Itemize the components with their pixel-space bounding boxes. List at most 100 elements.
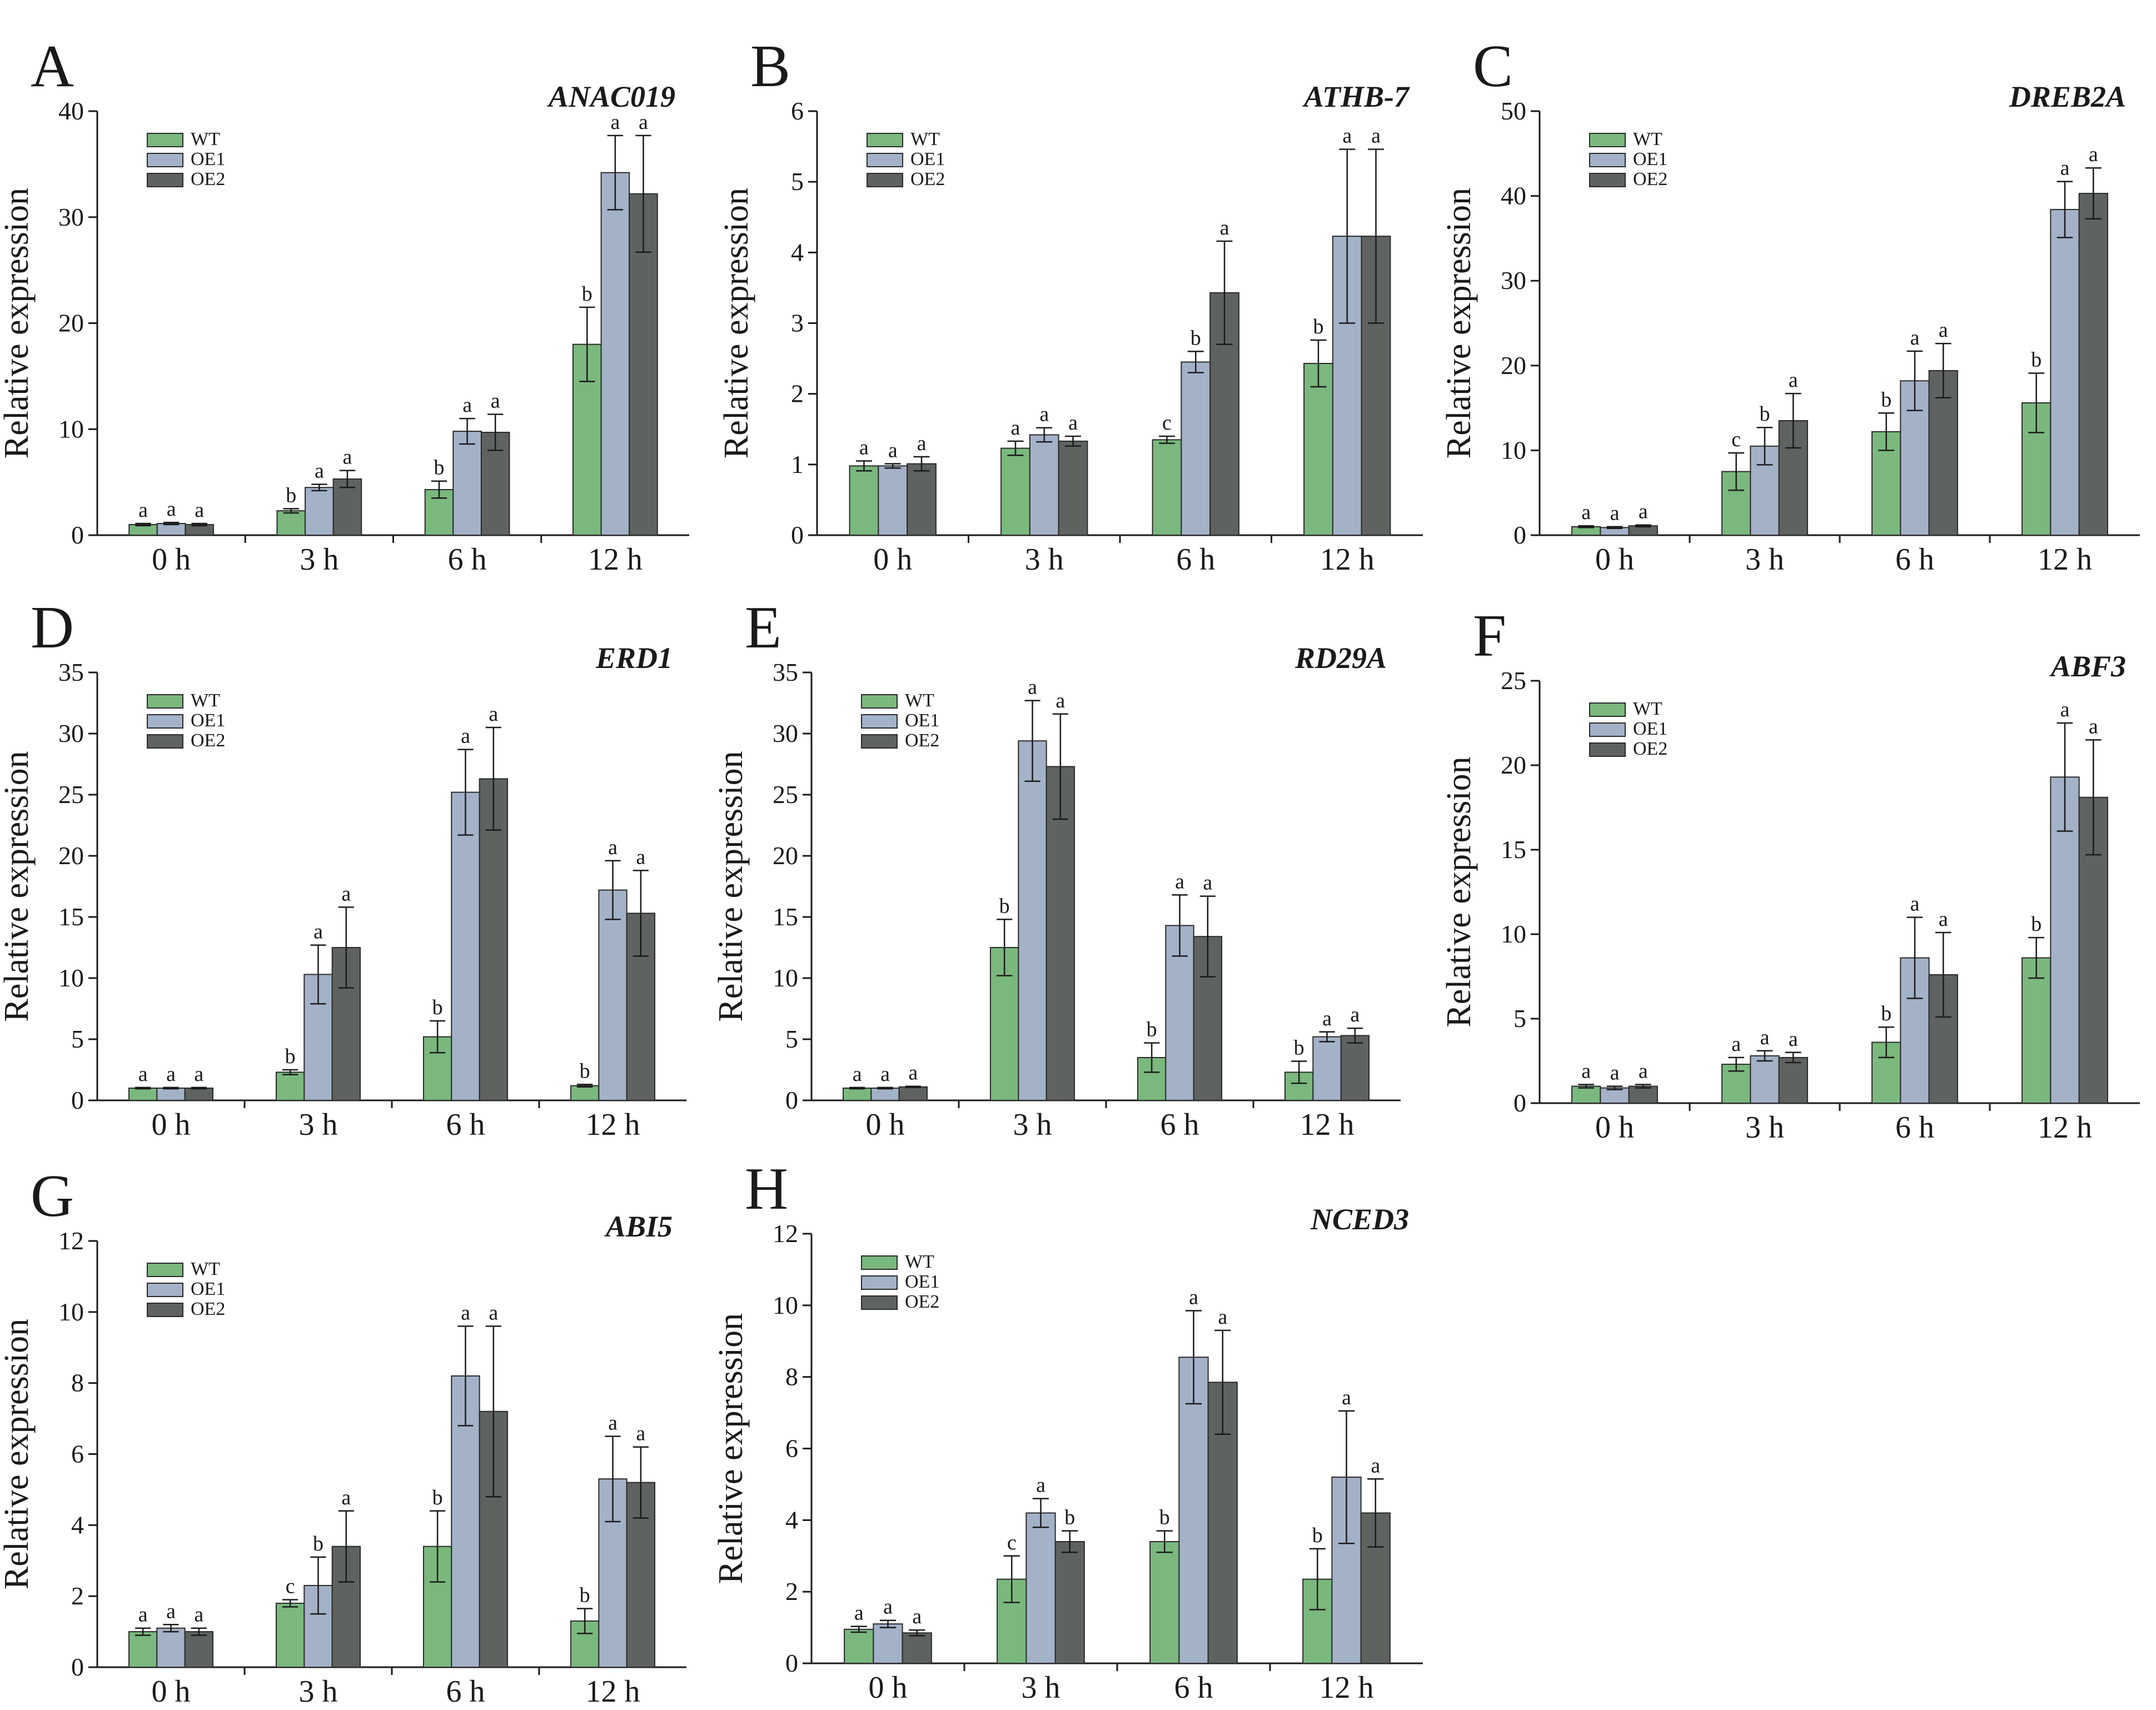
significance-label: a [1939,908,1948,931]
significance-label: b [1064,1506,1075,1529]
significance-label: a [854,1602,864,1625]
significance-label: b [434,456,445,480]
panel-letter: A [31,33,74,99]
legend-label-oe1: OE1 [191,149,225,169]
significance-label: a [2060,157,2070,180]
legend-swatch-oe2 [1589,742,1626,757]
bar-oe1 [305,487,334,536]
legend-swatch-wt [147,694,183,709]
y-tick-label: 25 [1501,666,1526,695]
x-tick-label: 0 h [1595,542,1634,577]
legend-label-oe1: OE1 [905,710,939,731]
significance-label: a [194,1063,203,1086]
significance-label: b [1881,388,1891,411]
y-tick-label: 0 [1513,521,1526,549]
y-tick-label: 40 [1501,182,1526,210]
significance-label: b [2031,348,2042,372]
legend-label-wt: WT [905,1252,934,1272]
legend-swatch-wt [1589,133,1626,147]
significance-label: a [2089,715,2098,738]
significance-label: a [491,390,500,413]
legend-swatch-oe1 [1589,153,1626,167]
legend-label-oe2: OE2 [191,169,225,190]
panel-e: E RD29A Relative expression 0 5 10 15 20 25 30 35 0… [712,595,1401,1142]
legend-swatch-wt [861,694,898,709]
bar-oe1 [1025,1512,1056,1664]
y-tick-label: 30 [1501,266,1526,295]
significance-label: a [489,1301,498,1324]
bar-oe2 [898,1086,928,1101]
gene-title: ATHB-7 [1302,80,1410,113]
significance-label: a [1189,1285,1198,1309]
x-tick-label: 12 h [586,1674,640,1709]
y-tick-label: 6 [791,97,804,125]
significance-label: b [582,282,592,306]
bar-wt [128,1631,158,1668]
legend-swatch-oe1 [147,714,183,729]
y-tick-label: 3 [791,309,804,337]
y-tick-label: 2 [71,1582,84,1610]
significance-label: a [639,111,648,134]
y-tick-label: 10 [773,1291,798,1319]
significance-label: a [1055,689,1065,712]
significance-label: b [1881,1002,1891,1025]
y-tick-label: 0 [71,1653,84,1681]
y-tick-label: 5 [1513,1004,1526,1033]
bar-wt [1303,362,1333,536]
significance-label: a [1910,893,1920,916]
bar-oe2 [184,1631,214,1668]
significance-label: a [908,1061,918,1085]
y-tick-label: 6 [71,1440,84,1468]
bar-oe1 [1312,1036,1342,1101]
significance-label: a [1371,124,1381,148]
significance-label: a [1371,1454,1380,1477]
legend-label-oe2: OE2 [905,1292,939,1312]
bar-oe1 [452,431,482,536]
bar-wt [842,1088,872,1101]
y-tick-label: 2 [791,380,804,408]
gene-title: ERD1 [595,641,673,675]
significance-label: a [1350,1003,1360,1026]
significance-label: b [1294,1036,1304,1060]
x-tick-label: 12 h [1320,542,1375,577]
significance-label: b [285,1045,296,1068]
bar-oe2 [1058,440,1088,536]
panel-letter: H [745,1156,788,1222]
bar-oe1 [600,172,630,536]
panel-letter: G [31,1163,74,1229]
legend-swatch-oe1 [861,1275,898,1290]
bar-oe1 [598,889,628,1101]
significance-label: a [1220,216,1229,240]
x-tick-label: 12 h [586,1108,640,1142]
bar-oe1 [156,1627,186,1668]
y-tick-label: 10 [1501,920,1526,948]
significance-label: a [1036,1474,1045,1497]
y-tick-label: 2 [785,1577,798,1606]
legend-swatch-oe1 [867,153,903,167]
significance-label: a [1581,1060,1591,1083]
gene-title: ANAC019 [547,80,675,113]
y-tick-label: 15 [58,903,84,931]
bar-oe1 [878,465,908,536]
significance-label: a [1610,1061,1620,1085]
x-tick-label: 3 h [1745,1110,1784,1145]
x-tick-label: 0 h [869,1671,908,1705]
significance-label: c [1162,411,1172,435]
y-tick-label: 10 [58,1298,84,1326]
panel-letter: B [750,33,790,99]
legend-label-oe2: OE2 [1633,739,1667,759]
y-tick-label: 20 [58,841,84,870]
significance-label: a [1731,1033,1741,1056]
bar-oe1 [1600,1087,1630,1104]
significance-label: a [608,1412,618,1435]
significance-label: a [2089,143,2098,166]
legend-label-oe1: OE1 [1633,719,1667,739]
bar-oe2 [1340,1035,1370,1101]
significance-label: a [1028,676,1037,699]
bar-oe2 [902,1632,932,1664]
y-tick-label: 20 [1501,751,1526,779]
significance-label: c [286,1575,295,1598]
bar-wt [844,1628,874,1664]
y-axis-label: Relative expression [1440,756,1478,1027]
legend-swatch-oe1 [861,714,898,729]
